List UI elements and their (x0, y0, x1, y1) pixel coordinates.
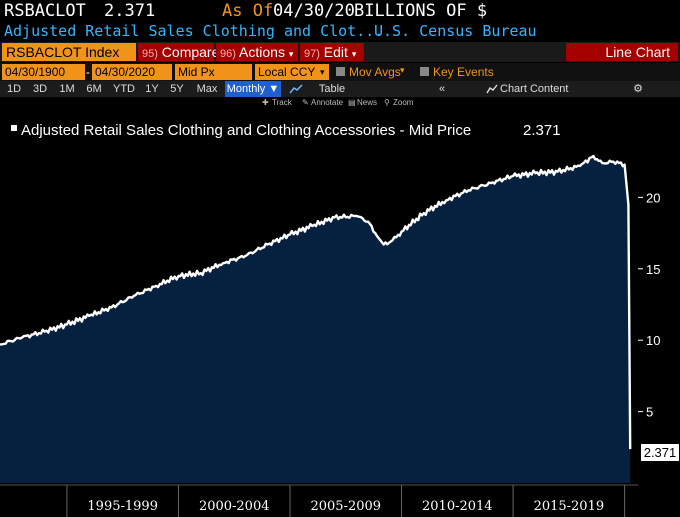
source-label: U.S. Census Bureau (374, 22, 537, 40)
period-max[interactable]: Max (196, 83, 218, 95)
mov-avgs-label: Mov Avgs (349, 65, 401, 79)
last-value: 2.371 (104, 1, 156, 21)
period-1d[interactable]: 1D (6, 83, 22, 95)
annotate-tool[interactable]: Annotate (311, 98, 344, 107)
actions-label: Actions (239, 44, 285, 60)
last-value-tag: 2.371 (641, 444, 679, 461)
gear-icon[interactable]: ⚙ (633, 83, 643, 95)
frequency-select[interactable]: Monthly ▼ (225, 81, 281, 97)
legend-value: 2.371 (523, 122, 561, 139)
legend-label: Adjusted Retail Sales Clothing and Cloth… (21, 122, 471, 139)
key-events-label: Key Events (433, 65, 494, 79)
x-period-label: 2010-2014 (422, 499, 493, 514)
as-of-date: 04/30/20 (273, 1, 355, 21)
period-1y[interactable]: 1Y (145, 83, 159, 95)
y-tick-label: 5 (646, 405, 653, 420)
period-1m[interactable]: 1M (59, 83, 75, 95)
mov-avgs-dropdown-icon[interactable]: ▾ (400, 65, 405, 75)
date-separator: - (86, 65, 90, 79)
x-period-label: 2000-2004 (199, 499, 270, 514)
edit-button[interactable]: 97) Edit ▾ (300, 43, 364, 61)
compare-button[interactable]: 95) Compare (138, 43, 219, 61)
period-6m[interactable]: 6M (86, 83, 102, 95)
zoom-tool[interactable]: Zoom (393, 98, 414, 107)
line-chart-icon[interactable] (287, 81, 305, 97)
x-axis: 1995-1999 2000-2004 2005-2009 2010-2014 2015… (0, 484, 638, 517)
track-tool[interactable]: Track (272, 98, 292, 107)
area-fill (0, 156, 631, 483)
chart-content-button[interactable]: Chart Content (500, 83, 569, 95)
collapse-icon[interactable]: « (438, 83, 446, 95)
actions-number: 96) (220, 48, 236, 60)
plot-area (0, 154, 632, 483)
edit-number: 97) (304, 48, 320, 60)
news-tool[interactable]: News (357, 98, 378, 107)
last-value-tag-text: 2.371 (644, 445, 677, 460)
currency-dropdown-icon[interactable]: ▾ (319, 64, 329, 80)
ticker-symbol: RSBACLOT (4, 1, 86, 21)
edit-caret-icon: ▾ (351, 49, 357, 59)
edit-label: Edit (323, 44, 348, 60)
line-chart[interactable]: 5 10 15 20 1995-1999 2000-2004 2005-2009 2010-… (0, 108, 680, 517)
description-header: Adjusted Retail Sales Clothing and Clot.… (0, 22, 680, 41)
zoom-icon[interactable]: ⚲ (384, 98, 390, 107)
period-3d[interactable]: 3D (32, 83, 48, 95)
compare-number: 95) (142, 48, 158, 60)
units-label: BILLIONS OF $ (354, 1, 488, 21)
as-of-label: As Of (222, 1, 274, 21)
x-period-label: 2005-2009 (310, 499, 381, 514)
chart-legend: Adjusted Retail Sales Clothing and Cloth… (6, 117, 567, 143)
chart-content-icon (484, 81, 500, 97)
y-axis: 5 10 15 20 (638, 190, 660, 420)
frequency-label: Monthly (226, 83, 266, 95)
table-button[interactable]: Table (318, 83, 346, 95)
security-description: Adjusted Retail Sales Clothing and Clot.… (4, 22, 384, 40)
period-ytd[interactable]: YTD (113, 83, 135, 95)
view-title[interactable]: Line Chart (566, 43, 678, 61)
y-tick-label: 20 (646, 190, 660, 205)
security-header: RSBACLOT 2.371 As Of 04/30/20 BILLIONS O… (0, 0, 680, 22)
y-tick-label: 10 (646, 333, 660, 348)
legend-swatch (11, 125, 17, 131)
period-row: 1D 3D 1M 6M YTD 1Y 5Y Max Monthly ▼ Tabl… (0, 81, 680, 97)
track-icon[interactable]: ✚ (262, 98, 269, 107)
currency-select[interactable]: Local CCY (255, 64, 319, 80)
news-icon[interactable]: ▤ (348, 98, 356, 107)
start-date-field[interactable]: 04/30/1900 (2, 64, 85, 80)
annotate-icon[interactable]: ✎ (302, 98, 309, 107)
key-events-checkbox[interactable] (420, 67, 429, 76)
security-field[interactable]: RSBACLOT Index (2, 43, 136, 61)
chart-toolbar: ✚ Track ✎ Annotate ▤ News ⚲ Zoom (0, 97, 680, 108)
legend-background (6, 117, 567, 143)
actions-caret-icon: ▾ (288, 49, 294, 59)
compare-label: Compare (161, 44, 220, 60)
x-period-label: 1995-1999 (87, 499, 158, 514)
series-line (0, 154, 632, 450)
actions-button[interactable]: 96) Actions ▾ (216, 43, 298, 61)
x-period-label: 2015-2019 (534, 499, 605, 514)
y-tick-label: 15 (646, 262, 660, 277)
command-bar: RSBACLOT Index 95) Compare 96) Actions ▾… (0, 42, 680, 62)
last-value-tag-box (641, 444, 679, 461)
frequency-caret-icon: ▼ (268, 83, 280, 95)
field-select[interactable]: Mid Px (175, 64, 252, 80)
period-5y[interactable]: 5Y (170, 83, 184, 95)
mov-avgs-checkbox[interactable] (336, 67, 345, 76)
end-date-field[interactable]: 04/30/2020 (92, 64, 172, 80)
settings-row: 04/30/1900 - 04/30/2020 Mid Px Local CCY… (0, 63, 680, 81)
